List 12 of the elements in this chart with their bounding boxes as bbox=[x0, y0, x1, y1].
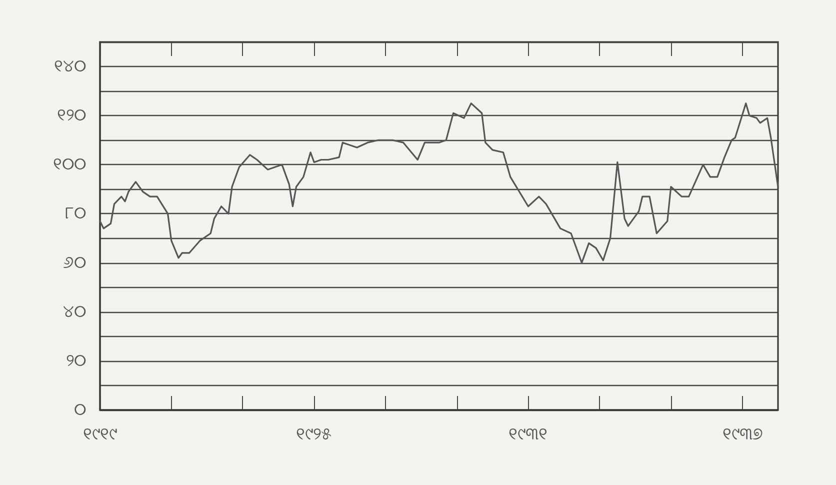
y-tick-label: ୦ bbox=[74, 400, 86, 420]
x-tick-label: ୧୯୩୧ bbox=[508, 424, 548, 444]
x-tick-label: ୧୯୨୫ bbox=[296, 424, 332, 444]
y-tick-label: ୧୨୦ bbox=[57, 106, 86, 126]
x-tick-label: ୧୯୩୭ bbox=[722, 424, 762, 444]
y-tick-label: ୧୦୦ bbox=[53, 154, 86, 175]
y-tick-label: ୨୦ bbox=[66, 350, 86, 371]
y-tick-label: ୬୦ bbox=[63, 252, 86, 273]
x-tick-label: ୧୯୧୯ bbox=[83, 424, 117, 444]
y-tick-label: ୧୪୦ bbox=[54, 56, 86, 77]
y-tick-label: ୮୦ bbox=[65, 204, 86, 224]
y-tick-label: ୪୦ bbox=[63, 302, 86, 322]
